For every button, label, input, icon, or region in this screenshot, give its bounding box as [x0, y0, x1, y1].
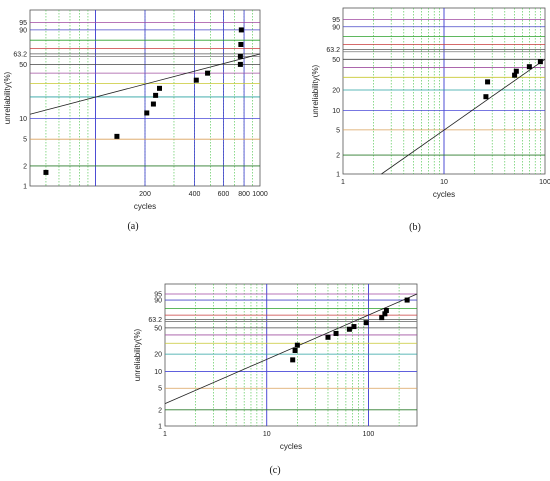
y-tick-label: 63.2 [326, 47, 340, 54]
x-tick-label: 1 [163, 431, 167, 438]
y-axis-label: unreliability(%) [311, 64, 320, 117]
y-tick-label: 95 [154, 291, 162, 298]
data-point [205, 70, 211, 76]
y-tick-label: 1 [336, 172, 340, 179]
y-tick-label: 50 [19, 62, 27, 69]
data-point [157, 85, 163, 91]
data-point [238, 27, 244, 33]
data-point [144, 110, 150, 116]
y-tick-label: 2 [158, 407, 162, 414]
x-tick-label: 600 [218, 191, 230, 198]
data-point [513, 68, 519, 74]
x-tick-label: 100 [539, 179, 550, 186]
data-point [537, 59, 543, 65]
data-point [193, 77, 199, 83]
data-point [150, 101, 156, 107]
x-tick-label: 200 [139, 191, 151, 198]
data-point [483, 94, 489, 100]
y-tick-label: 90 [19, 27, 27, 34]
data-point [237, 61, 243, 67]
y-tick-label: 63.2 [148, 317, 162, 324]
data-point [526, 64, 532, 70]
y-tick-label: 90 [154, 298, 162, 305]
y-tick-label: 20 [154, 352, 162, 359]
x-tick-label: 10 [440, 179, 448, 186]
data-point [43, 169, 49, 175]
x-tick-label: 10 [263, 431, 271, 438]
y-tick-label: 1 [158, 424, 162, 431]
y-tick-label: 10 [154, 369, 162, 376]
x-axis-label: cycles [433, 190, 455, 199]
data-point [325, 334, 331, 340]
x-tick-label: 400 [189, 191, 201, 198]
data-point [238, 41, 244, 47]
data-point [290, 357, 296, 363]
fit-line [381, 58, 546, 175]
y-tick-label: 20 [332, 88, 340, 95]
y-tick-label: 5 [158, 386, 162, 393]
y-tick-label: 2 [336, 153, 340, 160]
data-point [404, 297, 410, 303]
data-point [153, 92, 159, 98]
fit-line [164, 293, 418, 405]
x-axis-label: cycles [280, 442, 302, 451]
x-tick-label: 800 [238, 191, 250, 198]
data-point [485, 79, 491, 85]
data-point [383, 307, 389, 313]
data-point [363, 320, 369, 326]
data-point [292, 347, 298, 353]
data-point [351, 324, 357, 330]
y-tick-label: 50 [154, 325, 162, 332]
x-tick-label: 100 [363, 431, 375, 438]
data-point [512, 72, 518, 78]
x-axis-label: cycles [134, 202, 156, 211]
y-tick-label: 63.2 [13, 51, 27, 58]
x-tick-label: 1 [341, 179, 345, 186]
y-tick-label: 95 [19, 20, 27, 27]
y-axis-label: unreliability(%) [133, 328, 142, 381]
panel-label: (c) [269, 465, 280, 476]
fit-line [29, 53, 261, 115]
panel-label: (a) [127, 221, 138, 232]
y-tick-label: 2 [23, 163, 27, 170]
data-point [382, 311, 388, 317]
y-tick-label: 95 [332, 17, 340, 24]
data-point [346, 326, 352, 332]
y-tick-label: 5 [336, 127, 340, 134]
panel-label: (b) [409, 222, 421, 233]
data-point [294, 342, 300, 348]
y-tick-label: 90 [332, 24, 340, 31]
data-point [237, 53, 243, 59]
plot-frame [164, 283, 418, 427]
data-point [379, 315, 385, 321]
y-tick-label: 50 [332, 57, 340, 64]
y-tick-label: 5 [23, 137, 27, 144]
y-tick-label: 10 [19, 116, 27, 123]
y-tick-label: 1 [23, 184, 27, 191]
y-axis-label: unreliability(%) [3, 71, 12, 124]
data-point [114, 133, 120, 139]
x-tick-label: 1000 [252, 191, 268, 198]
data-point [333, 330, 339, 336]
y-tick-label: 10 [332, 108, 340, 115]
